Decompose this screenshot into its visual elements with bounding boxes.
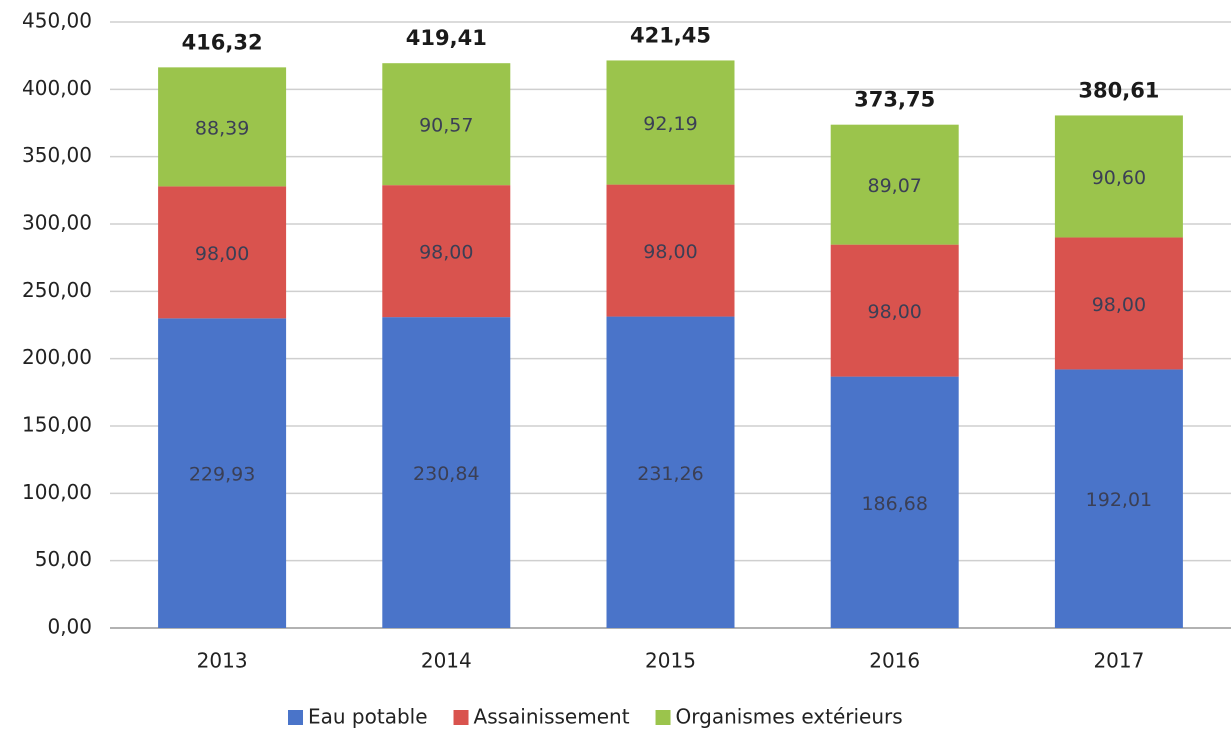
value-label: 89,07: [867, 175, 921, 197]
y-tick-label: 400,00: [22, 76, 92, 100]
bar-segment: [606, 60, 735, 185]
bar-segment: [382, 317, 511, 628]
total-label: 416,32: [182, 30, 263, 54]
y-tick-label: 100,00: [22, 480, 92, 504]
value-label: 229,93: [189, 464, 255, 486]
y-tick-label: 300,00: [22, 211, 92, 235]
value-label: 231,26: [637, 463, 703, 485]
value-label: 230,84: [413, 463, 479, 485]
bar-segment: [382, 185, 511, 318]
x-tick-label: 2016: [869, 649, 920, 673]
bar-segment: [606, 184, 735, 317]
y-tick-label: 350,00: [22, 143, 92, 167]
bar-segment: [830, 376, 959, 628]
bar-segment: [1054, 237, 1183, 370]
total-label: 380,61: [1078, 78, 1159, 102]
bar-segment: [1054, 369, 1183, 628]
value-label: 90,57: [419, 115, 473, 137]
legend-label: Assainissement: [474, 705, 630, 729]
legend-swatch: [655, 710, 671, 725]
y-tick-label: 150,00: [22, 413, 92, 437]
value-label: 98,00: [867, 301, 921, 323]
y-tick-label: 50,00: [35, 547, 92, 571]
legend-label: Organismes extérieurs: [676, 705, 903, 729]
y-tick-label: 450,00: [22, 9, 92, 33]
value-label: 88,39: [195, 117, 249, 139]
value-label: 98,00: [195, 243, 249, 265]
legend-label: Eau potable: [308, 705, 428, 729]
value-label: 98,00: [419, 242, 473, 264]
bar-segment: [830, 124, 959, 245]
total-label: 419,41: [406, 26, 487, 50]
value-label: 186,68: [861, 493, 927, 515]
legend-swatch: [288, 710, 303, 725]
x-tick-label: 2013: [197, 649, 248, 673]
legend-swatch: [453, 710, 469, 725]
total-label: 421,45: [630, 23, 711, 47]
value-label: 90,60: [1092, 167, 1146, 189]
bar-segment: [830, 244, 959, 377]
value-label: 98,00: [643, 241, 697, 263]
y-tick-label: 0,00: [47, 615, 92, 639]
x-tick-label: 2017: [1093, 649, 1144, 673]
bar-segment: [158, 186, 287, 319]
value-label: 92,19: [643, 113, 697, 135]
bar-segment: [158, 67, 287, 187]
x-tick-label: 2014: [421, 649, 472, 673]
bar-segment: [382, 63, 511, 186]
y-tick-label: 250,00: [22, 278, 92, 302]
total-label: 373,75: [854, 88, 935, 112]
bar-segment: [1054, 115, 1183, 238]
value-label: 192,01: [1086, 489, 1152, 511]
x-tick-label: 2015: [645, 649, 696, 673]
value-label: 98,00: [1092, 294, 1146, 316]
y-tick-label: 200,00: [22, 345, 92, 369]
bar-segment: [158, 318, 287, 628]
bar-segment: [606, 316, 735, 628]
